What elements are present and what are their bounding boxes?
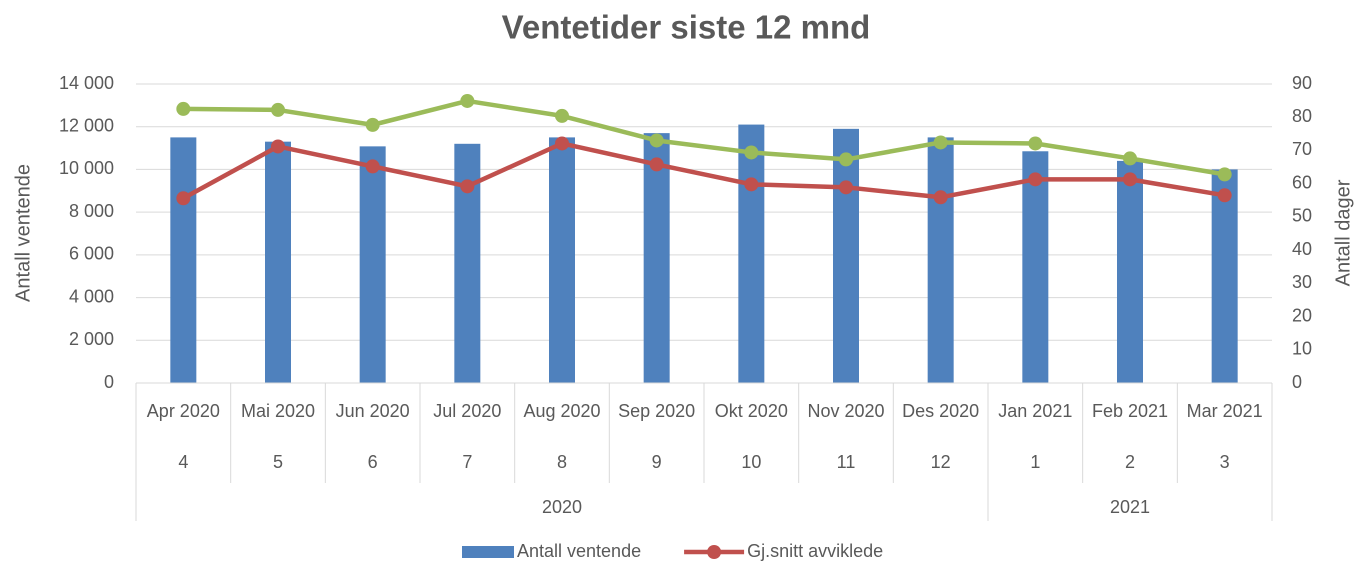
line-marker [1217, 188, 1232, 203]
line-marker [271, 139, 285, 154]
bar [927, 137, 954, 383]
x-month-label: 5 [273, 452, 283, 472]
line-marker [649, 157, 664, 172]
x-tick-label: Mai 2020 [241, 401, 315, 421]
y-tick-label: 0 [104, 372, 114, 392]
x-tick-label: Feb 2021 [1092, 401, 1168, 421]
line-marker [555, 136, 569, 151]
line-series [183, 98, 1226, 177]
x-tick-label: Aug 2020 [523, 401, 600, 421]
x-tick-label: Jan 2021 [998, 401, 1072, 421]
y2-tick-label: 70 [1292, 139, 1312, 159]
y-tick-label: 8 000 [69, 201, 114, 221]
x-month-label: 7 [462, 452, 472, 472]
line-marker [460, 179, 475, 194]
y2-tick-label: 80 [1292, 106, 1312, 126]
x-month-label: 4 [178, 452, 188, 472]
legend-marker [707, 545, 722, 559]
x-month-label: 11 [837, 452, 856, 472]
x-month-label: 9 [652, 452, 662, 472]
legend-label: Gj.snitt avviklede [747, 541, 883, 561]
x-month-label: 6 [368, 452, 378, 472]
y-axis-title: Antall ventende [12, 164, 34, 302]
y-tick-label: 12 000 [59, 115, 114, 135]
x-tick-label: Apr 2020 [147, 401, 220, 421]
y2-tick-label: 90 [1292, 73, 1312, 93]
line-marker [1217, 167, 1232, 182]
line-marker [271, 102, 285, 117]
legend-swatch [462, 546, 514, 558]
x-month-label: 12 [931, 452, 951, 472]
y2-tick-label: 60 [1292, 172, 1312, 192]
line-marker [744, 177, 759, 192]
line-marker [1028, 136, 1043, 151]
x-tick-label: Nov 2020 [807, 401, 884, 421]
x-month-label: 3 [1220, 452, 1230, 472]
legend-label: Antall ventende [517, 541, 641, 561]
line-marker [839, 180, 853, 195]
x-month-label: 1 [1030, 452, 1040, 472]
x-tick-label: Sep 2020 [618, 401, 695, 421]
x-month-label: 10 [741, 452, 761, 472]
y2-tick-label: 50 [1292, 206, 1312, 226]
line-marker [933, 135, 948, 150]
line-marker [176, 191, 191, 206]
y2-tick-label: 20 [1292, 305, 1312, 325]
bar [833, 128, 859, 383]
y2-tick-label: 10 [1292, 339, 1312, 359]
y2-tick-label: 40 [1292, 239, 1312, 259]
line-marker [555, 108, 569, 123]
x-tick-label: Des 2020 [902, 401, 979, 421]
line-marker [1123, 151, 1137, 166]
x-month-label: 2 [1125, 452, 1135, 472]
x-tick-label: Okt 2020 [715, 401, 788, 421]
bar [549, 137, 575, 383]
y-tick-label: 14 000 [59, 73, 114, 93]
x-tick-label: Mar 2021 [1187, 401, 1263, 421]
bar [1117, 160, 1143, 383]
line-marker [1123, 172, 1137, 187]
bar [170, 137, 197, 383]
line-marker [365, 159, 380, 174]
x-group-label: 2020 [542, 497, 582, 517]
line-marker [365, 117, 380, 132]
line-marker [1028, 172, 1043, 187]
y2-axis-title: Antall dager [1332, 179, 1354, 286]
bar [1022, 151, 1049, 383]
bar [738, 124, 765, 383]
x-group-label: 2021 [1110, 497, 1150, 517]
y-tick-label: 6 000 [69, 244, 114, 264]
line-marker [649, 133, 664, 148]
line-marker [744, 145, 759, 160]
line-series [182, 141, 1226, 201]
chart-title: Ventetider siste 12 mnd [502, 9, 871, 46]
y2-tick-label: 30 [1292, 272, 1312, 292]
x-month-label: 8 [557, 452, 567, 472]
y2-tick-label: 0 [1292, 372, 1302, 392]
bar [265, 141, 291, 383]
y-tick-label: 4 000 [69, 286, 114, 306]
bar [643, 133, 670, 383]
line-marker [933, 190, 948, 205]
y-tick-label: 2 000 [69, 329, 114, 349]
line-marker [460, 93, 475, 108]
x-tick-label: Jul 2020 [433, 401, 501, 421]
bar [359, 146, 386, 383]
x-tick-label: Jun 2020 [336, 401, 410, 421]
y-tick-label: 10 000 [59, 158, 114, 178]
line-marker [176, 101, 191, 116]
bar [1211, 169, 1238, 383]
line-marker [839, 152, 853, 167]
